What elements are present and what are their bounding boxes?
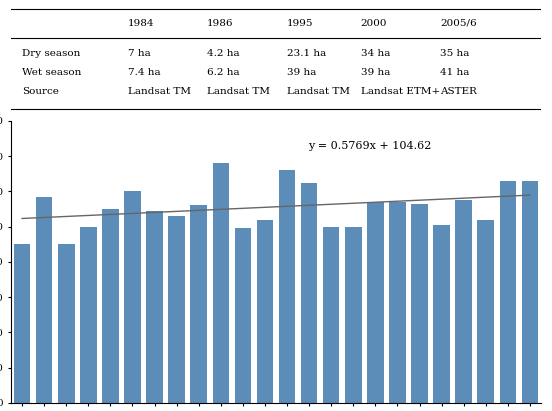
Text: 23.1 ha: 23.1 ha [286, 49, 326, 58]
Text: ASTER: ASTER [440, 88, 477, 97]
Text: Wet season: Wet season [22, 68, 81, 77]
Bar [257, 219, 273, 403]
Bar [235, 229, 251, 403]
Bar [190, 206, 207, 403]
Text: Landsat TM: Landsat TM [207, 88, 270, 97]
Text: Landsat TM: Landsat TM [128, 88, 190, 97]
Text: Landsat TM: Landsat TM [286, 88, 349, 97]
Bar [389, 202, 406, 403]
Text: Landsat ETM+: Landsat ETM+ [361, 88, 440, 97]
Bar [433, 225, 450, 403]
Bar [345, 226, 362, 403]
Bar [102, 209, 119, 403]
Bar [146, 211, 163, 403]
Bar [124, 192, 141, 403]
Bar [522, 181, 538, 403]
Text: 1995: 1995 [286, 19, 313, 28]
Text: 7.4 ha: 7.4 ha [128, 68, 160, 77]
Text: 35 ha: 35 ha [440, 49, 470, 58]
Text: 1986: 1986 [207, 19, 233, 28]
Text: 41 ha: 41 ha [440, 68, 470, 77]
Bar [411, 204, 428, 403]
Bar [455, 200, 472, 403]
Bar [301, 182, 317, 403]
Bar [367, 202, 384, 403]
Text: 2005/6: 2005/6 [440, 19, 477, 28]
Text: y = 0.5769x + 104.62: y = 0.5769x + 104.62 [308, 141, 431, 151]
Text: Source: Source [22, 88, 59, 97]
Bar [323, 226, 339, 403]
Text: 39 ha: 39 ha [361, 68, 390, 77]
Text: Dry season: Dry season [22, 49, 80, 58]
Bar [36, 197, 52, 403]
Bar [500, 181, 516, 403]
Bar [58, 244, 75, 403]
Bar [477, 219, 494, 403]
Text: 1984: 1984 [128, 19, 154, 28]
Bar [279, 170, 295, 403]
Bar [14, 244, 30, 403]
Bar [80, 226, 97, 403]
Bar [168, 216, 185, 403]
Text: 4.2 ha: 4.2 ha [207, 49, 240, 58]
Text: 7 ha: 7 ha [128, 49, 150, 58]
Text: 34 ha: 34 ha [361, 49, 390, 58]
Text: 6.2 ha: 6.2 ha [207, 68, 240, 77]
Text: 39 ha: 39 ha [286, 68, 316, 77]
Text: 2000: 2000 [361, 19, 388, 28]
Bar [213, 163, 229, 403]
